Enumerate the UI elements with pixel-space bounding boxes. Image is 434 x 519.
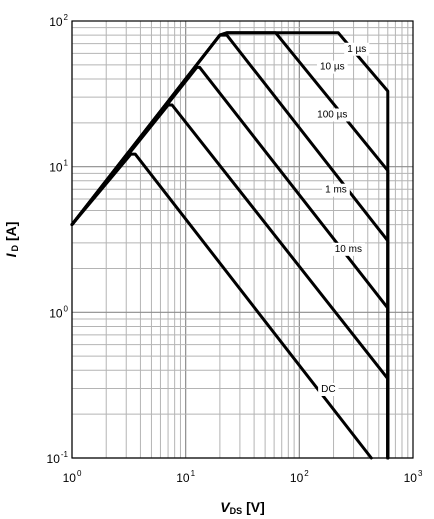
curve-label-100us: 100 µs [317, 109, 347, 120]
y-axis-unit: [A] [3, 222, 19, 241]
y-tick-label: 102 [49, 13, 68, 29]
curve-label-bg-10ms [331, 242, 365, 256]
curve-10ms [70, 103, 390, 460]
curve-labels: DC 10 ms 1 ms 100 µs 10 µs1 µs [314, 42, 370, 396]
x-tick-label: 100 [63, 469, 82, 485]
y-tick-labels: 10-1 100 101 102 [47, 13, 69, 466]
curve-label-1ms: 1 ms [325, 185, 347, 196]
x-axis-title: VDS [V] [220, 499, 265, 516]
curve-label-bg-dc [318, 382, 339, 396]
y-tick-label: 10-1 [47, 450, 69, 466]
y-tick-label: 100 [49, 304, 68, 320]
y-axis-title: ID [A] [3, 222, 20, 258]
plot-frame [71, 20, 414, 459]
curve-label-10us: 10 µs [320, 62, 345, 73]
curve-label-bg-1us [344, 42, 370, 56]
curve-label-dc: DC [321, 384, 335, 395]
x-axis-unit: [V] [246, 499, 265, 515]
curves [70, 31, 390, 460]
x-tick-label: 101 [176, 469, 195, 485]
curve-label-10ms: 10 ms [335, 244, 362, 255]
curve-1us [70, 31, 390, 460]
x-tick-label: 103 [404, 469, 423, 485]
y-tick-label: 101 [49, 159, 68, 175]
y-axis-symbol: I [3, 252, 19, 257]
curve-label-1us: 1 µs [347, 44, 366, 55]
curve-label-bg-1ms [322, 183, 350, 197]
curve-1ms [70, 65, 390, 460]
x-tick-label: 102 [290, 469, 309, 485]
x-axis-subscript: DS [230, 506, 243, 516]
curve-dc [70, 152, 373, 460]
y-axis-subscript: D [10, 245, 20, 252]
curve-label-bg-10us [316, 60, 348, 74]
curve-label-bg-100us [314, 108, 351, 122]
grid [71, 21, 413, 459]
x-axis-symbol: V [220, 499, 231, 515]
x-tick-labels: 100 101 102 103 [63, 469, 423, 485]
